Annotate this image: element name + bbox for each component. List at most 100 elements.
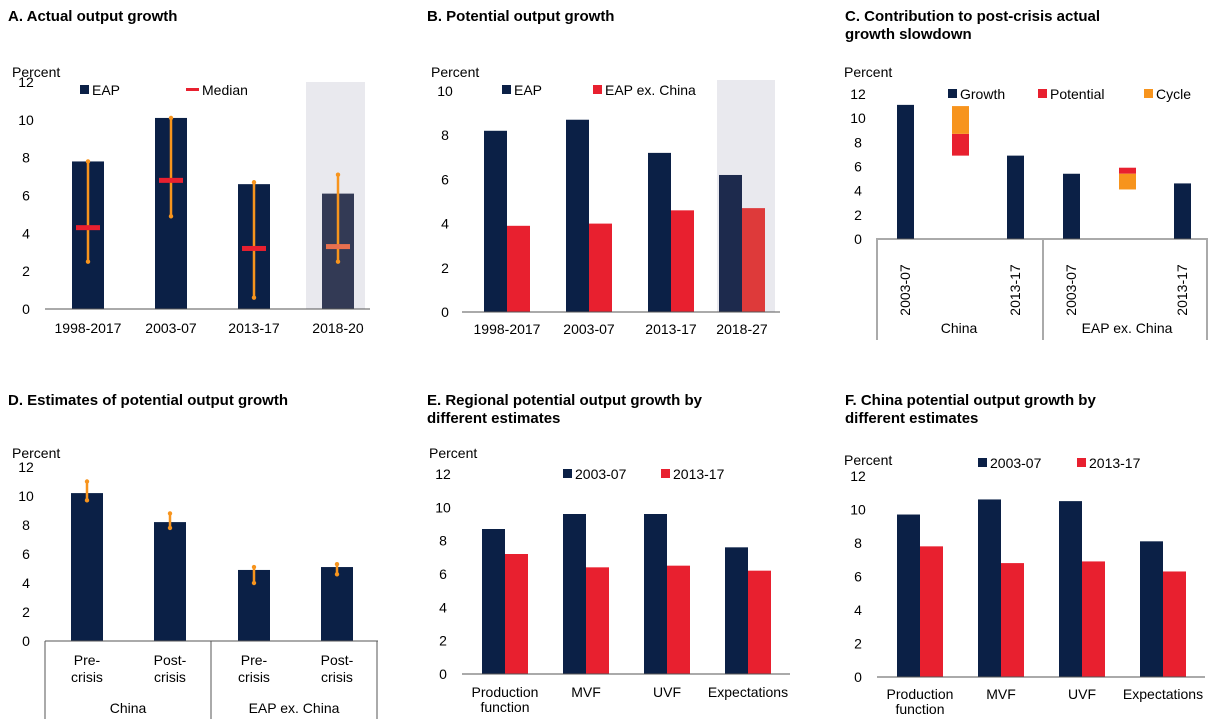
bar-eap — [719, 174, 742, 312]
x-tick-label: crisis — [321, 669, 353, 685]
x-tick-label: 2003-07 — [145, 320, 197, 336]
range-cap — [84, 479, 90, 484]
x-tick-label: MVF — [571, 684, 601, 700]
bar-2003-07 — [1140, 541, 1163, 677]
range-cap — [168, 115, 174, 121]
range-cap — [167, 525, 173, 531]
bar-estimate — [321, 567, 353, 641]
chart-title-F: F. China potential output growth by — [845, 392, 1096, 409]
legend-swatch — [80, 85, 89, 94]
bar-2013-17 — [1001, 563, 1024, 677]
y-axis-label: Percent — [431, 64, 479, 80]
legend-label: Median — [202, 82, 248, 98]
range-cap — [335, 172, 341, 177]
chart-title-C: C. Contribution to post-crisis actual — [845, 8, 1100, 25]
bar-2003-07 — [1059, 501, 1082, 677]
y-tick-label: 6 — [22, 188, 30, 204]
x-tick-label: 2013-17 — [1174, 264, 1190, 316]
chart-title-A: A. Actual output growth — [8, 8, 177, 25]
legend-label: 2003-07 — [575, 466, 627, 482]
bar-eap-ex-china — [742, 208, 765, 312]
x-tick-label: Post- — [154, 652, 187, 668]
y-tick-label: 12 — [435, 466, 451, 482]
legend-label: 2003-07 — [990, 455, 1042, 471]
bar-growth — [1007, 155, 1024, 239]
legend-swatch — [186, 88, 199, 91]
x-tick-label: crisis — [71, 669, 103, 685]
bar-2003-07 — [563, 514, 586, 674]
y-tick-label: 0 — [854, 669, 862, 685]
x-tick-label: UVF — [1068, 686, 1096, 702]
range-cap — [85, 259, 91, 264]
legend-swatch — [948, 89, 957, 98]
bar-eap-ex-china — [671, 210, 694, 312]
y-tick-label: 0 — [854, 231, 862, 247]
y-tick-label: 8 — [439, 533, 447, 549]
x-tick-label: 2013-17 — [1007, 264, 1023, 316]
bar-eap — [648, 152, 671, 312]
chart-title-E: different estimates — [427, 410, 560, 427]
bar-2013-17 — [667, 565, 690, 674]
bar-eap — [566, 119, 589, 312]
median-marker — [76, 225, 100, 231]
y-tick-label: 0 — [441, 304, 449, 320]
y-tick-label: 10 — [437, 83, 453, 99]
legend-label: 2013-17 — [1089, 455, 1141, 471]
x-tick-label: Expectations — [708, 684, 788, 700]
range-cap — [168, 214, 174, 219]
bar-growth — [1063, 173, 1080, 239]
y-tick-label: 12 — [850, 468, 866, 484]
x-tick-label: 2003-07 — [897, 264, 913, 316]
y-tick-label: 2 — [22, 604, 30, 620]
range-cap — [251, 180, 257, 185]
x-tick-label: crisis — [154, 669, 186, 685]
bar-growth — [897, 104, 914, 239]
range-cap — [167, 511, 173, 516]
y-tick-label: 4 — [854, 602, 862, 618]
y-tick-label: 0 — [22, 301, 30, 317]
range-cap — [335, 259, 341, 264]
group-label: EAP ex. China — [249, 700, 340, 716]
y-tick-label: 6 — [854, 159, 862, 175]
x-tick-label: function — [480, 699, 529, 715]
chart-title-D: D. Estimates of potential output growth — [8, 392, 288, 409]
y-tick-label: 2 — [854, 636, 862, 652]
y-tick-label: 8 — [854, 134, 862, 150]
x-tick-label: Production — [887, 686, 954, 702]
y-tick-label: 6 — [441, 171, 449, 187]
bar-2003-07 — [482, 529, 505, 674]
median-marker — [242, 245, 266, 251]
y-tick-label: 2 — [22, 263, 30, 279]
x-tick-label: 1998-2017 — [474, 321, 541, 337]
range-cap — [251, 564, 257, 570]
x-tick-label: Pre- — [74, 652, 101, 668]
x-tick-label: Post- — [321, 652, 354, 668]
y-tick-label: 4 — [854, 183, 862, 199]
legend-label: EAP — [92, 82, 120, 98]
y-tick-label: 0 — [439, 666, 447, 682]
bar-growth — [1174, 183, 1191, 239]
legend-label: Growth — [960, 86, 1005, 102]
legend-swatch — [1077, 458, 1086, 467]
bar-estimate — [71, 493, 103, 641]
legend-label: EAP — [514, 82, 542, 98]
y-tick-label: 6 — [854, 569, 862, 585]
y-tick-label: 4 — [22, 225, 30, 241]
y-axis-label: Percent — [12, 445, 60, 461]
y-tick-label: 8 — [441, 127, 449, 143]
x-tick-label: MVF — [986, 686, 1016, 702]
chart-title-E: E. Regional potential output growth by — [427, 392, 703, 409]
x-tick-label: 2018-20 — [312, 320, 364, 336]
bar-2003-07 — [725, 547, 748, 674]
bar-cycle — [952, 106, 969, 134]
range-cap — [251, 580, 257, 586]
x-tick-label: Production — [472, 684, 539, 700]
y-tick-label: 10 — [850, 502, 866, 518]
chart-title-B: B. Potential output growth — [427, 8, 614, 25]
y-tick-label: 6 — [22, 546, 30, 562]
y-tick-label: 8 — [854, 535, 862, 551]
range-cap — [84, 498, 90, 503]
legend-swatch — [1038, 89, 1047, 98]
x-tick-label: 2013-17 — [645, 321, 697, 337]
legend-swatch — [563, 469, 572, 478]
